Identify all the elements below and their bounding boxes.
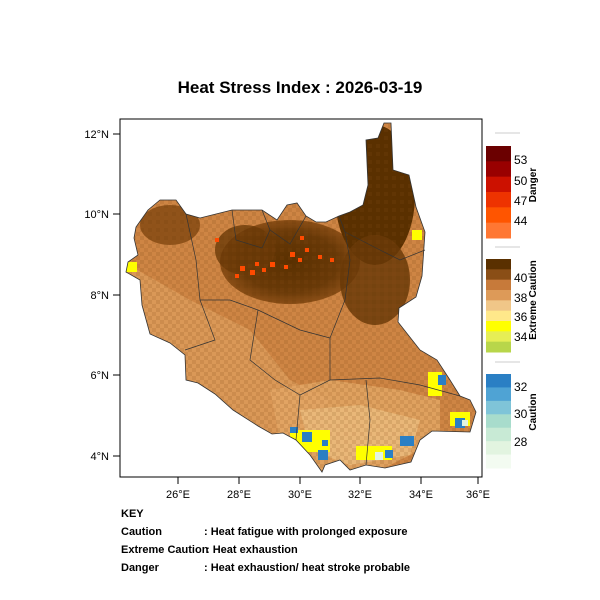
caution-swatch [486, 414, 511, 429]
extreme-caution-swatch [486, 341, 511, 353]
caution-tick: 30 [514, 407, 528, 421]
lat-ticks [113, 133, 120, 457]
key-description: : Heat fatigue with prolonged exposure [204, 526, 408, 538]
extreme-caution-swatch [486, 331, 511, 343]
lat-tick-label: 12°N [84, 129, 109, 141]
extreme-caution-swatch [486, 290, 511, 301]
danger-swatch [486, 146, 511, 162]
caution-swatch [486, 427, 511, 442]
danger-label: Danger [528, 168, 539, 203]
danger-swatch [486, 192, 511, 208]
lon-tick-label: 26°E [166, 489, 190, 501]
lat-tick-label: 6°N [91, 370, 110, 382]
lon-tick-label: 32°E [348, 489, 372, 501]
extreme-tick: 34 [514, 330, 528, 344]
lat-tick-label: 10°N [84, 209, 109, 221]
danger-tick: 44 [514, 214, 528, 228]
plot-frame [119, 118, 483, 478]
map-title: Heat Stress Index : 2026-03-19 [177, 78, 423, 97]
country-boundary [125, 122, 477, 473]
extreme-caution-label: Extreme Caution [528, 260, 539, 339]
key-term: Danger [121, 562, 159, 574]
lon-ticks [177, 477, 479, 484]
lon-tick-label: 34°E [409, 489, 433, 501]
extreme-caution-swatch [486, 269, 511, 281]
caution-tick: 28 [514, 435, 528, 449]
caution-tick: 32 [514, 380, 528, 394]
lat-tick-label: 8°N [91, 290, 110, 302]
danger-tick: 50 [514, 174, 528, 188]
key-term: Extreme Caution [121, 544, 209, 556]
extreme-tick: 40 [514, 271, 528, 285]
caution-swatch [486, 400, 511, 415]
caution-swatch [486, 374, 511, 388]
lon-tick-label: 36°E [466, 489, 490, 501]
danger-swatch [486, 161, 511, 178]
extreme-tick: 38 [514, 291, 528, 305]
heat-field [126, 123, 476, 472]
extreme-caution-swatch [486, 321, 511, 332]
key-heading: KEY [121, 508, 144, 520]
caution-swatch [486, 387, 511, 402]
legend-caution: 32 30 28 Caution [486, 361, 539, 469]
extreme-caution-swatch [486, 279, 511, 291]
caution-label: Caution [528, 393, 539, 430]
lon-tick-label: 28°E [227, 489, 251, 501]
lat-tick-label: 4°N [91, 451, 110, 463]
extreme-caution-swatch [486, 259, 511, 270]
key-description: : Heat exhaustion [206, 544, 298, 556]
key-term: Caution [121, 526, 162, 538]
extreme-tick: 36 [514, 310, 528, 324]
legend-danger: 53 50 47 44 Danger [486, 132, 539, 239]
key-description: : Heat exhaustion/ heat stroke probable [204, 562, 410, 574]
lon-tick-label: 30°E [288, 489, 312, 501]
state-boundaries [184, 209, 461, 466]
caution-swatch [486, 454, 511, 469]
danger-tick: 53 [514, 153, 528, 167]
danger-swatch [486, 222, 511, 239]
extreme-caution-swatch [486, 310, 511, 322]
extreme-caution-swatch [486, 300, 511, 312]
danger-swatch [486, 176, 511, 193]
danger-swatch [486, 207, 511, 224]
danger-tick: 47 [514, 194, 528, 208]
caution-swatch [486, 441, 511, 456]
legend-extreme-caution: 40 38 36 34 Extreme Caution [486, 246, 539, 353]
